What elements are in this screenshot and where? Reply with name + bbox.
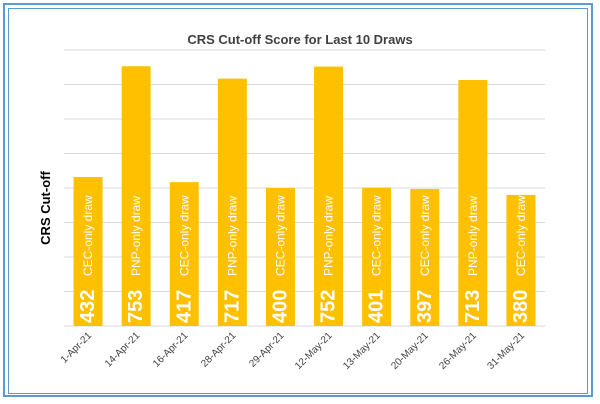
bar-value-label: 397 xyxy=(414,290,436,323)
chart-outer-frame xyxy=(3,3,593,397)
x-tick-label: 13-May-21 xyxy=(341,330,383,372)
bar-group: 397 CEC-only draw xyxy=(410,189,440,326)
x-tick-label: 14-Apr-21 xyxy=(103,330,143,370)
bar-group: 380 CEC-only draw xyxy=(506,194,536,326)
bar-value-label: 432 xyxy=(77,290,99,323)
bar xyxy=(265,188,295,326)
x-tick-label: 31-May-21 xyxy=(485,330,527,372)
bar-group: 432 CEC-only draw xyxy=(73,176,103,326)
chart-title: CRS Cut-off Score for Last 10 Draws xyxy=(187,32,412,47)
y-axis-label: CRS Cut-off xyxy=(38,171,53,245)
x-tick-label: 26-May-21 xyxy=(437,330,479,372)
bar-value-label: 400 xyxy=(269,290,291,323)
bar xyxy=(506,194,536,326)
bar-group: 401 CEC-only draw xyxy=(362,187,392,326)
bar-draw-type-label: PNP-only draw xyxy=(225,196,239,276)
bar-draw-type-label: CEC-only draw xyxy=(370,195,384,276)
bar xyxy=(73,176,103,326)
bar-draw-type-label: PNP-only draw xyxy=(466,196,480,276)
bar xyxy=(362,187,392,326)
bar-value-label: 401 xyxy=(366,290,388,323)
bar-draw-type-label: CEC-only draw xyxy=(273,195,287,276)
x-tick-label: 1-Apr-21 xyxy=(59,330,95,366)
x-tick-labels: 1-Apr-21 14-Apr-21 16-Apr-21 28-Apr-21 29-Ap… xyxy=(59,330,527,372)
bar-group: 713 PNP-only draw xyxy=(458,80,488,326)
chart-inner-frame xyxy=(8,8,588,394)
bar-draw-type-label: CEC-only draw xyxy=(514,195,528,276)
bars: 432 CEC-only draw 753 PNP-only draw 417 CEC-o… xyxy=(73,66,536,326)
bar-group: 417 CEC-only draw xyxy=(169,182,199,326)
bar-group: 717 PNP-only draw xyxy=(217,78,247,326)
bar-group: 752 PNP-only draw xyxy=(314,66,344,326)
x-tick-label: 12-May-21 xyxy=(293,330,335,372)
bar-value-label: 753 xyxy=(125,290,147,323)
x-tick-label: 29-Apr-21 xyxy=(247,330,287,370)
x-tick-label: 16-Apr-21 xyxy=(151,330,191,370)
bar-value-label: 380 xyxy=(510,290,532,323)
bar-value-label: 752 xyxy=(318,290,340,323)
bar xyxy=(121,66,151,326)
x-tick-label: 20-May-21 xyxy=(389,330,431,372)
bar-draw-type-label: PNP-only draw xyxy=(129,196,143,276)
bar xyxy=(169,182,199,326)
x-tick-label: 28-Apr-21 xyxy=(199,330,239,370)
bar-draw-type-label: CEC-only draw xyxy=(81,195,95,276)
bar xyxy=(410,189,440,326)
bar-draw-type-label: CEC-only draw xyxy=(418,195,432,276)
bar-value-label: 717 xyxy=(221,290,243,323)
bar xyxy=(458,80,488,326)
bar xyxy=(217,78,247,326)
bar-draw-type-label: CEC-only draw xyxy=(177,195,191,276)
bar-group: 400 CEC-only draw xyxy=(265,188,295,326)
bar-draw-type-label: PNP-only draw xyxy=(322,196,336,276)
bar xyxy=(314,66,344,326)
bar-group: 753 PNP-only draw xyxy=(121,66,151,326)
bar-value-label: 417 xyxy=(173,290,195,323)
bar-value-label: 713 xyxy=(462,290,484,323)
